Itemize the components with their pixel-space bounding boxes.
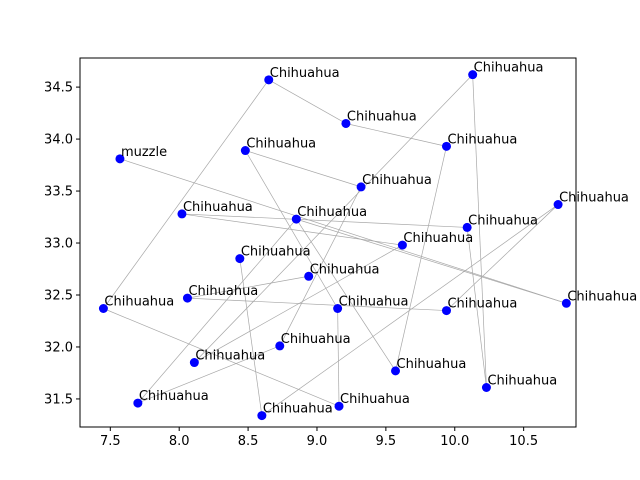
data-point	[240, 146, 250, 156]
data-point	[553, 200, 563, 210]
edge-line	[395, 146, 447, 371]
data-point	[441, 306, 451, 316]
edge-line	[466, 227, 487, 388]
point-label: Chihuahua	[340, 392, 410, 407]
point-label: Chihuahua	[310, 262, 380, 277]
data-point	[189, 358, 199, 368]
edge-line	[279, 186, 362, 347]
x-tick-label: 9.0	[307, 434, 328, 449]
edge-line	[337, 308, 340, 407]
data-point	[177, 209, 187, 219]
edge-line	[245, 150, 362, 188]
data-point	[182, 293, 192, 303]
y-tick-label: 34.0	[44, 133, 73, 148]
point-label: Chihuahua	[474, 61, 544, 76]
edge-line	[296, 218, 396, 372]
data-point	[356, 182, 366, 192]
point-label: Chihuahua	[195, 349, 265, 364]
data-point	[115, 154, 125, 164]
data-point	[235, 254, 245, 264]
data-point	[397, 240, 407, 250]
point-label: Chihuahua	[339, 295, 409, 310]
data-point	[133, 398, 143, 408]
data-point	[462, 222, 472, 232]
edge-line	[119, 158, 567, 304]
data-point	[264, 75, 274, 85]
edge-line	[103, 308, 340, 407]
point-label: Chihuahua	[183, 200, 253, 215]
edge-line	[181, 213, 468, 228]
edge-line	[239, 258, 263, 416]
point-labels-layer: Chihuahua Chihuahua Chihuahua muzzle Chihuah…	[104, 61, 637, 417]
point-label: Chihuahua	[447, 132, 517, 147]
point-label: Chihuahua	[139, 389, 209, 404]
edge-line	[345, 123, 447, 147]
x-tick-label: 8.0	[169, 434, 190, 449]
point-label: Chihuahua	[403, 231, 473, 246]
y-tick-label: 31.5	[44, 392, 73, 407]
data-point	[481, 383, 491, 393]
y-tick-label: 32.0	[44, 340, 73, 355]
point-label: Chihuahua	[347, 109, 417, 124]
edge-line	[194, 244, 403, 363]
point-label: Chihuahua	[559, 191, 629, 206]
x-axis: 7.5 8.0 8.5 9.0 9.5 10.0 10.5	[100, 427, 538, 449]
data-point	[561, 298, 571, 308]
edge-line	[261, 204, 559, 416]
x-tick-label: 9.5	[376, 434, 397, 449]
point-label: Chihuahua	[362, 173, 432, 188]
y-tick-label: 33.0	[44, 237, 73, 252]
edge-line	[268, 79, 347, 124]
point-label: Chihuahua	[188, 284, 258, 299]
point-label: Chihuahua	[397, 357, 467, 372]
point-label: Chihuahua	[241, 245, 311, 260]
edge-line	[103, 79, 270, 309]
data-point	[341, 118, 351, 128]
data-point	[333, 304, 343, 314]
data-point	[391, 366, 401, 376]
x-tick-label: 10.5	[509, 434, 538, 449]
edge-line	[296, 218, 567, 304]
points-layer	[98, 70, 571, 421]
edge-line	[472, 74, 487, 388]
point-label: Chihuahua	[468, 213, 538, 228]
data-point	[257, 411, 267, 421]
y-tick-label: 32.5	[44, 288, 73, 303]
data-point	[334, 401, 344, 411]
data-point	[304, 271, 314, 281]
edge-line	[187, 275, 309, 299]
y-axis: 31.5 32.0 32.5 33.0 33.5 34.0 34.5	[44, 81, 80, 407]
edge-line	[137, 218, 297, 404]
point-label: muzzle	[121, 145, 167, 160]
edges-layer	[103, 74, 567, 416]
plot-frame	[79, 57, 577, 428]
point-label: Chihuahua	[447, 297, 517, 312]
x-tick-label: 10.0	[440, 434, 469, 449]
point-label: Chihuahua	[104, 295, 174, 310]
point-label: Chihuahua	[487, 374, 557, 389]
x-tick-label: 7.5	[100, 434, 121, 449]
point-label: Chihuahua	[567, 289, 637, 304]
edge-line	[446, 204, 559, 311]
edge-line	[181, 213, 403, 246]
edge-line	[137, 345, 280, 404]
x-tick-label: 8.5	[238, 434, 259, 449]
point-label: Chihuahua	[246, 137, 316, 152]
y-tick-label: 34.5	[44, 81, 73, 96]
point-label: Chihuahua	[281, 332, 351, 347]
data-point	[275, 341, 285, 351]
edge-line	[187, 297, 447, 311]
data-point	[98, 304, 108, 314]
data-point	[441, 141, 451, 151]
edge-line	[194, 74, 473, 363]
point-label: Chihuahua	[270, 66, 340, 81]
point-label: Chihuahua	[263, 402, 333, 417]
data-point	[468, 70, 478, 80]
y-tick-label: 33.5	[44, 185, 73, 200]
point-label: Chihuahua	[297, 205, 367, 220]
data-point	[291, 214, 301, 224]
